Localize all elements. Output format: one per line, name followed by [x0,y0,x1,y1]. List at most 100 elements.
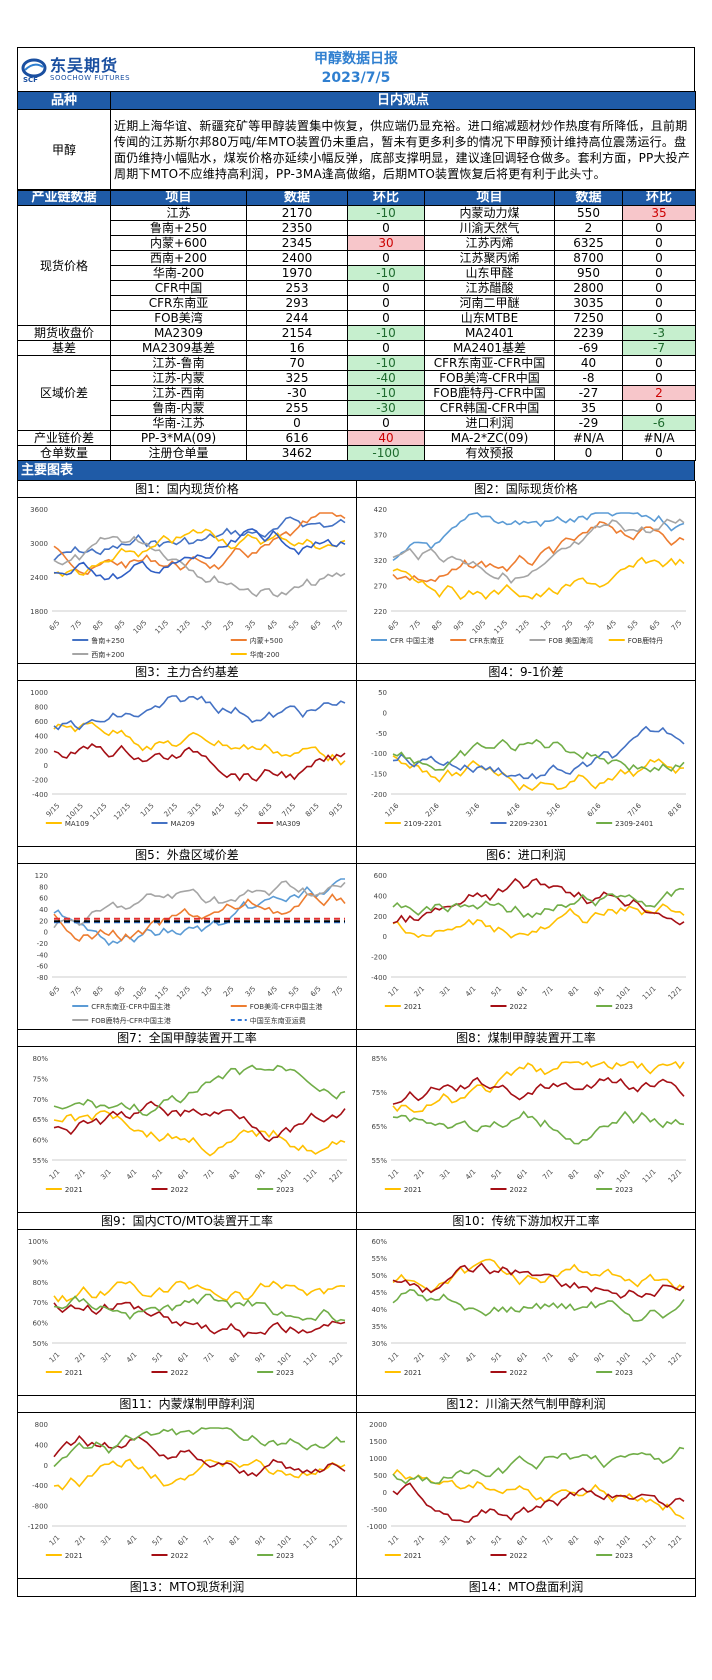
y-tick-label: -20 [37,940,48,948]
x-tick-label: 12/5 [175,985,192,1002]
x-tick-label: 11/1 [641,985,658,1002]
y-tick-label: -80 [37,974,48,982]
value-cell: -8 [554,370,623,386]
y-tick-label: 80 [39,883,48,891]
item-cell: MA-2*ZC(09) [424,430,555,446]
logo-cn: 东吴期货 [50,56,119,75]
change-cell: 0 [622,295,696,311]
x-tick-label: 6/1 [515,985,529,999]
change-cell: 0 [622,265,696,281]
value-cell: 1970 [246,265,348,281]
charts-grid: 图1：国内现货价格 3600 3000 2400 1800 6/5 7/5 8/5 9/5 10/… [17,481,696,1597]
x-tick-label: 9/15 [328,802,345,819]
item-cell: 鲁南+250 [110,220,247,236]
chart-panel: 图5：外盘区域价差 120 80 60 40 20 0 -20 -40 -60 -80 6/5 7/5 8… [18,847,357,1030]
value-cell: 8700 [554,250,623,266]
x-tick-label: 6/1 [515,1168,529,1182]
x-tick-label: 4/1 [464,1534,478,1548]
value-cell: 0 [554,445,623,461]
y-tick-label: 85% [371,1055,387,1063]
x-tick-label: 8/1 [228,1168,242,1182]
change-cell: 0 [347,220,425,236]
item-cell: PP-3*MA(09) [110,430,247,446]
y-tick-label: 55% [371,1255,387,1263]
x-tick-label: 5/16 [545,801,562,818]
value-cell: 2154 [246,325,348,341]
x-tick-label: 10/1 [276,1168,293,1185]
y-tick-label: 80% [32,1055,48,1063]
x-tick-label: 4/5 [265,985,279,999]
legend-label: 内蒙+500 [250,636,283,645]
legend-label: 2022 [510,1552,528,1560]
y-tick-label: 30% [371,1340,387,1348]
value-cell: 950 [554,265,623,281]
y-tick-label: -400 [371,974,387,982]
x-tick-label: 10/1 [615,1168,632,1185]
y-tick-label: -500 [371,1506,387,1514]
x-tick-label: 7/5 [70,619,84,633]
value-cell: 616 [246,430,348,446]
legend-label: 2022 [510,1186,528,1194]
y-tick-label: -40 [37,951,48,959]
y-tick-label: 50 [378,689,387,697]
group-label: 现货价格 [17,205,111,326]
y-tick-label: 400 [35,1441,48,1449]
x-tick-label: 9/1 [593,1534,607,1548]
x-tick-label: 10/1 [276,1351,293,1368]
item-cell: 江苏聚丙烯 [424,250,555,266]
chart-panel: 图10：传统下游加权开工率 60% 55% 50% 45% 40% 35% 30% 1/1 2/1… [357,1213,696,1396]
company-logo: SCF 东吴期货 SOOCHOW FUTURES [18,48,168,91]
y-tick-label: 60% [371,1238,387,1246]
chart-svg: 100% 90% 80% 70% 60% 50%1/1 2/1 3/1 4/1 5/1 6/1 7/1… [28,1238,347,1377]
y-tick-label: 35% [371,1323,387,1331]
item-cell: 有效预报 [424,445,555,461]
x-tick-label: 9/1 [593,1168,607,1182]
value-cell: 2239 [554,325,623,341]
change-cell: 0 [347,250,425,266]
value-cell: 35 [554,400,623,416]
table-row: 产业链价差 PP-3*MA(09) 616 40 MA-2*ZC(09) #N/A #N/A [17,430,696,446]
x-tick-label: 4/1 [125,1351,139,1365]
y-tick-label: -50 [376,730,387,738]
legend-label: CFR东南亚 [469,636,504,645]
chart-title: 图9：国内CTO/MTO装置开工率 [18,1213,356,1230]
x-tick-label: 8/5 [91,985,105,999]
opinion-col-product: 品种 [17,91,111,110]
x-tick-label: 12/1 [667,1351,684,1368]
x-tick-label: 4/16 [505,801,522,818]
x-tick-label: 12/5 [175,619,192,636]
x-tick-label: 8/15 [304,802,321,819]
table-row: 华南-200 1970 -10 山东甲醛 950 0 [18,265,696,281]
x-tick-label: 9/1 [593,1351,607,1365]
change-cell: 0 [347,415,425,431]
table-row: CFR中国 253 0 江苏醋酸 2800 0 [18,280,696,296]
chart-title: 图14：MTO盘面利润 [468,1580,584,1594]
y-tick-label: 0 [44,929,48,937]
x-tick-label: 11/1 [641,1168,658,1185]
value-cell: 550 [554,205,623,221]
y-tick-label: 75% [371,1089,387,1097]
change-cell: -40 [347,370,425,386]
x-tick-label: 7/1 [541,1534,555,1548]
x-tick-label: 9/1 [254,1534,268,1548]
y-tick-label: -400 [32,1482,48,1490]
x-tick-label: 2/1 [74,1534,88,1548]
chart-title: 图2：国际现货价格 [357,481,695,498]
item-cell: 内蒙动力煤 [424,205,555,221]
group-label: 区域价差 [17,355,111,431]
change-cell: 0 [622,370,696,386]
x-tick-label: 12/15 [112,802,132,822]
x-tick-label: 11/15 [89,802,109,822]
x-tick-label: 2/1 [413,1168,427,1182]
y-tick-label: 600 [35,718,48,726]
table-row: CFR东南亚 293 0 河南二甲醚 3035 0 [18,295,696,311]
x-tick-label: 12/1 [328,1534,345,1551]
legend-label: 2021 [65,1552,83,1560]
y-tick-label: 400 [35,733,48,741]
series-line [53,1458,346,1491]
x-tick-label: 1/1 [387,1168,401,1182]
chart-title: 图7：全国甲醇装置开工率 [18,1030,356,1047]
value-cell: 16 [246,340,348,356]
